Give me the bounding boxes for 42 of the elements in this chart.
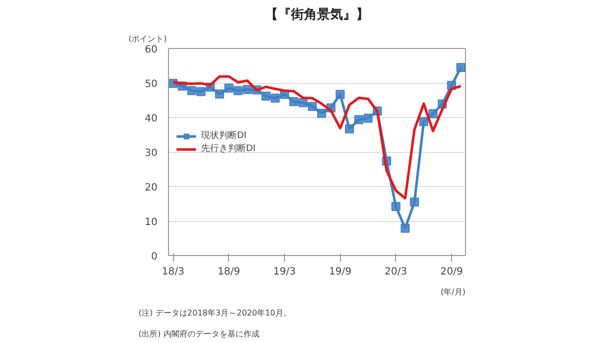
point (261, 92, 270, 101)
x-axis-title: (年/月) (440, 288, 466, 296)
text: (注) データは2018年3月～2020年10月。 (138, 308, 292, 318)
x-tick-label: 19/3 (273, 266, 296, 278)
point (308, 102, 317, 111)
point (354, 115, 364, 124)
point (391, 202, 400, 212)
y-tick-label: 10 (144, 217, 158, 228)
y-tick-label: 0 (151, 252, 158, 262)
point (336, 90, 345, 99)
y-tick-label: 50 (144, 79, 158, 90)
point (270, 94, 280, 103)
point (224, 84, 234, 93)
point (456, 62, 466, 72)
text: (出所) 内閣府のデータを基に作成 (138, 330, 260, 338)
y-axis-title: (ポイント) (128, 34, 167, 44)
x-tick-label: 20/3 (384, 266, 408, 278)
point (317, 108, 326, 118)
point (428, 109, 438, 118)
point (234, 86, 243, 96)
legend-label: 先行き判断DI (201, 142, 256, 155)
point (242, 85, 252, 94)
y-tick-label: 60 (144, 44, 158, 56)
point (400, 224, 410, 233)
point (344, 124, 354, 134)
x-tick-label: 18/3 (162, 266, 184, 278)
y-tick-label: 20 (144, 182, 158, 194)
point (289, 97, 298, 106)
x-tick-label: 20/9 (440, 266, 463, 278)
legend-label: 現状判断DI (201, 130, 247, 142)
point (364, 114, 373, 123)
point (215, 90, 224, 99)
point (196, 87, 206, 96)
y-tick-label: 40 (144, 114, 158, 124)
point (187, 86, 196, 96)
y-tick-label: 30 (144, 148, 158, 159)
x-tick-label: 19/9 (328, 266, 352, 278)
point (410, 198, 419, 207)
point (419, 117, 428, 126)
x-tick-label: 18/9 (218, 266, 240, 278)
point (298, 98, 308, 108)
chart-title: 【『街角景気』】 (265, 6, 369, 22)
